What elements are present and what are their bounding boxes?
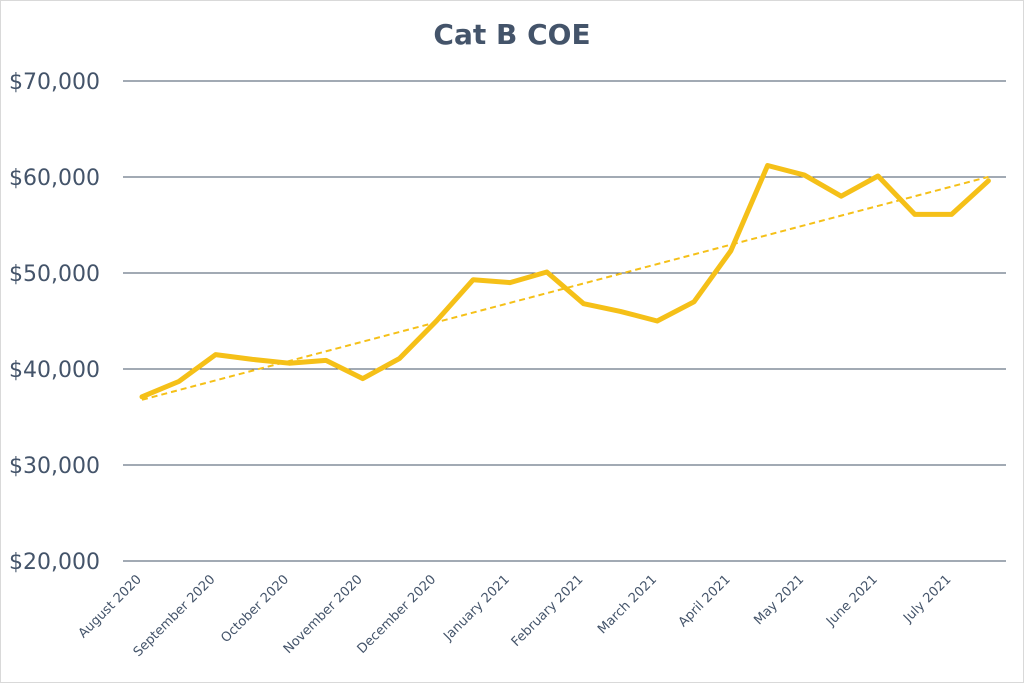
x-tick-label: November 2020 [281,572,366,657]
series-line [139,163,991,400]
x-tick-label: October 2020 [218,572,292,646]
x-tick-label: July 2021 [900,572,954,626]
x-tick-label: February 2021 [509,572,587,650]
y-tick-label: $40,000 [9,358,100,383]
x-tick-label: May 2021 [751,572,807,628]
x-tick-label: June 2021 [823,572,881,630]
y-tick-label: $50,000 [9,262,100,287]
x-tick-label: August 2020 [76,572,145,641]
x-tick-label: March 2021 [595,572,660,637]
y-tick-label: $20,000 [9,550,100,575]
gridlines [123,80,1006,562]
x-tick-label: January 2021 [440,572,512,644]
y-tick-label: $60,000 [9,166,100,191]
y-tick-label: $70,000 [9,70,100,95]
chart-title: Cat B COE [433,18,590,51]
x-tick-label: December 2020 [355,572,440,657]
x-tick-label: September 2020 [131,572,219,660]
x-tick-label: April 2021 [676,572,734,630]
series-group [139,163,991,400]
y-axis-ticks: $20,000 $30,000 $40,000 $50,000 $60,000 $70,0… [9,70,100,575]
y-tick-label: $30,000 [9,454,100,479]
